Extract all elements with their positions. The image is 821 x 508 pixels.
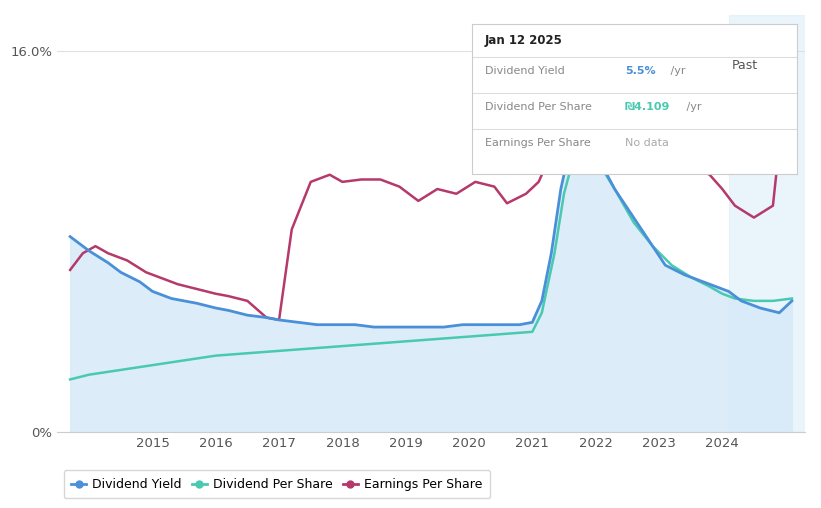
Legend: Dividend Yield, Dividend Per Share, Earnings Per Share: Dividend Yield, Dividend Per Share, Earn…	[64, 470, 490, 498]
Bar	[728, 15, 821, 432]
Text: Past: Past	[732, 59, 758, 72]
